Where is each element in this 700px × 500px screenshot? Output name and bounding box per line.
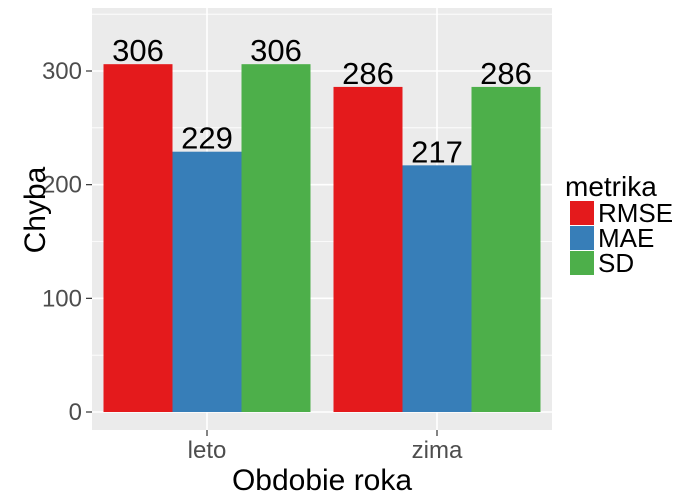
bar-sd-zima <box>471 86 541 412</box>
bar-value-label: 286 <box>480 56 532 91</box>
bar-rmse-zima <box>333 86 403 412</box>
y-axis-title: Chyba <box>19 166 52 253</box>
y-tick-label: 200 <box>42 172 82 199</box>
bar-labels-group: 306 229 306 286 217 286 <box>112 33 532 169</box>
bar-value-label: 306 <box>250 33 302 68</box>
bar-sd-leto <box>241 64 311 413</box>
y-tick-label: 300 <box>42 58 82 85</box>
bars-group <box>103 64 541 413</box>
bar-value-label: 306 <box>112 33 164 68</box>
x-tick-label: leto <box>188 437 227 464</box>
y-tick-label: 100 <box>42 285 82 312</box>
legend-swatch-rmse <box>570 201 594 225</box>
y-tick-label: 0 <box>69 399 82 426</box>
bar-rmse-leto <box>103 64 173 413</box>
y-axis: 0 100 200 300 <box>42 58 92 426</box>
legend-label-rmse: RMSE <box>598 198 673 228</box>
x-tick-label: zima <box>412 437 463 464</box>
x-axis-title: Obdobie roka <box>232 464 412 497</box>
legend-label-sd: SD <box>598 248 634 278</box>
legend-swatch-sd <box>570 251 594 275</box>
bar-value-label: 286 <box>342 56 394 91</box>
bar-mae-leto <box>172 151 242 412</box>
bar-value-label: 229 <box>181 121 233 156</box>
legend-label-mae: MAE <box>598 223 654 253</box>
legend-swatch-mae <box>570 226 594 250</box>
x-axis: leto zima <box>188 430 463 464</box>
bar-mae-zima <box>402 165 472 412</box>
bar-value-label: 217 <box>411 134 463 169</box>
legend-title: metrika <box>565 171 657 202</box>
